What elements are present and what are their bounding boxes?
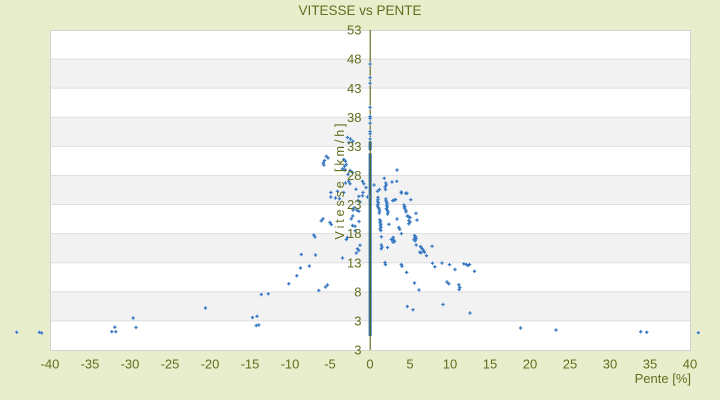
svg-text:Vitesse [km/h]: Vitesse [km/h]	[333, 121, 347, 240]
svg-text:3: 3	[354, 314, 361, 329]
svg-text:13: 13	[347, 255, 361, 270]
svg-text:VITESSE vs PENTE: VITESSE vs PENTE	[298, 3, 421, 18]
svg-text:3: 3	[354, 343, 361, 358]
svg-text:48: 48	[347, 52, 361, 67]
svg-text:43: 43	[347, 81, 361, 96]
svg-text:18: 18	[347, 226, 361, 241]
svg-text:-35: -35	[81, 357, 100, 372]
svg-text:5: 5	[406, 357, 413, 372]
svg-text:0: 0	[366, 357, 373, 372]
svg-text:-30: -30	[121, 357, 140, 372]
svg-text:38: 38	[347, 110, 361, 125]
svg-text:-10: -10	[281, 357, 300, 372]
svg-text:25: 25	[563, 357, 577, 372]
svg-text:10: 10	[443, 357, 457, 372]
svg-text:28: 28	[347, 168, 361, 183]
svg-text:40: 40	[683, 357, 697, 372]
svg-text:-25: -25	[161, 357, 180, 372]
svg-text:35: 35	[643, 357, 657, 372]
svg-text:15: 15	[483, 357, 497, 372]
svg-text:-20: -20	[201, 357, 220, 372]
svg-text:-5: -5	[324, 357, 336, 372]
svg-text:-40: -40	[41, 357, 60, 372]
svg-text:-15: -15	[241, 357, 260, 372]
svg-text:30: 30	[603, 357, 617, 372]
svg-text:8: 8	[354, 284, 361, 299]
svg-text:Pente [%]: Pente [%]	[635, 371, 691, 386]
svg-text:33: 33	[347, 139, 361, 154]
svg-text:53: 53	[347, 23, 361, 38]
svg-text:23: 23	[347, 197, 361, 212]
svg-text:20: 20	[523, 357, 537, 372]
